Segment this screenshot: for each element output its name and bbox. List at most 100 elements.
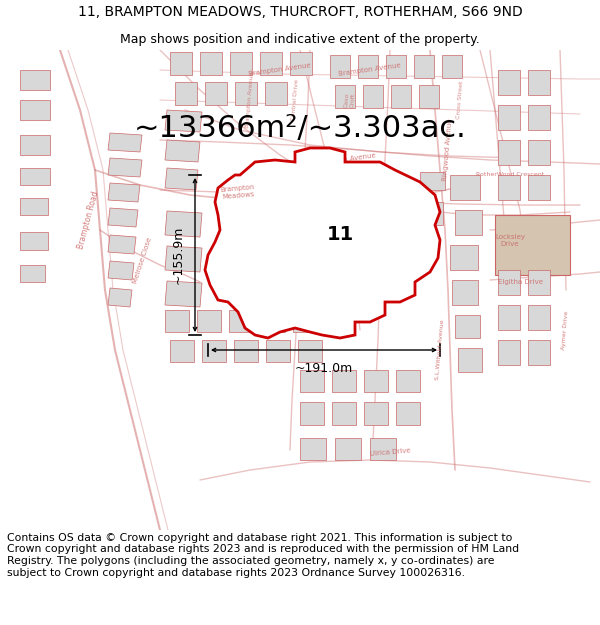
Polygon shape	[450, 245, 478, 270]
Polygon shape	[175, 82, 197, 105]
Polygon shape	[498, 175, 520, 200]
Text: S.L.Withold Avenue: S.L.Withold Avenue	[435, 319, 445, 381]
Polygon shape	[370, 438, 396, 460]
Text: ~155.9m: ~155.9m	[172, 226, 185, 284]
Polygon shape	[20, 70, 50, 90]
Polygon shape	[528, 305, 550, 330]
Text: Contains OS data © Crown copyright and database right 2021. This information is : Contains OS data © Crown copyright and d…	[7, 533, 520, 578]
Text: Brampton Avenue: Brampton Avenue	[338, 62, 401, 78]
Polygon shape	[396, 402, 420, 425]
Text: Brampton Road: Brampton Road	[76, 190, 100, 250]
Text: Melrose Close: Melrose Close	[133, 236, 154, 284]
Text: Brampton Avenue: Brampton Avenue	[314, 152, 376, 168]
Polygon shape	[108, 208, 138, 227]
Polygon shape	[450, 175, 480, 200]
Polygon shape	[108, 183, 140, 202]
Polygon shape	[335, 85, 355, 108]
Polygon shape	[230, 52, 252, 75]
Polygon shape	[108, 288, 132, 307]
Polygon shape	[325, 310, 349, 332]
Polygon shape	[498, 140, 520, 165]
Text: Brampton Avenue: Brampton Avenue	[245, 72, 255, 128]
Polygon shape	[418, 202, 443, 225]
Polygon shape	[495, 215, 570, 275]
Polygon shape	[330, 55, 350, 78]
Polygon shape	[396, 370, 420, 392]
Polygon shape	[391, 85, 411, 108]
Polygon shape	[300, 402, 324, 425]
Polygon shape	[528, 70, 550, 95]
Polygon shape	[528, 105, 550, 130]
Text: Caso
Croft: Caso Croft	[344, 92, 356, 108]
Text: ~13366m²/~3.303ac.: ~13366m²/~3.303ac.	[134, 114, 466, 142]
Polygon shape	[414, 55, 434, 78]
Polygon shape	[363, 85, 383, 108]
Text: Locksley
Drive: Locksley Drive	[495, 234, 525, 246]
Polygon shape	[528, 270, 550, 295]
Polygon shape	[108, 261, 134, 280]
Text: Elgitha Drive: Elgitha Drive	[497, 279, 542, 285]
Polygon shape	[293, 310, 317, 332]
Polygon shape	[332, 370, 356, 392]
Text: Cross Street: Cross Street	[456, 81, 464, 119]
Polygon shape	[335, 438, 361, 460]
Polygon shape	[20, 168, 50, 185]
Polygon shape	[165, 310, 189, 332]
Text: Aymer Drive: Aymer Drive	[561, 310, 569, 350]
Polygon shape	[358, 55, 378, 78]
Polygon shape	[498, 105, 520, 130]
Polygon shape	[165, 168, 198, 190]
Polygon shape	[528, 340, 550, 365]
Polygon shape	[332, 402, 356, 425]
Polygon shape	[261, 310, 285, 332]
Text: 11: 11	[326, 226, 353, 244]
Polygon shape	[170, 52, 192, 75]
Polygon shape	[165, 246, 202, 272]
Polygon shape	[108, 158, 142, 177]
Polygon shape	[452, 280, 478, 305]
Polygon shape	[498, 270, 520, 295]
Polygon shape	[498, 305, 520, 330]
Polygon shape	[498, 340, 520, 365]
Text: Brampton Avenue: Brampton Avenue	[248, 62, 311, 78]
Polygon shape	[260, 52, 282, 75]
Text: Map shows position and indicative extent of the property.: Map shows position and indicative extent…	[120, 32, 480, 46]
Polygon shape	[202, 340, 226, 362]
Polygon shape	[300, 438, 326, 460]
Polygon shape	[265, 82, 287, 105]
Polygon shape	[20, 265, 45, 282]
Text: 11, BRAMPTON MEADOWS, THURCROFT, ROTHERHAM, S66 9ND: 11, BRAMPTON MEADOWS, THURCROFT, ROTHERH…	[77, 6, 523, 19]
Polygon shape	[205, 82, 227, 105]
Polygon shape	[498, 70, 520, 95]
Text: ~191.0m: ~191.0m	[295, 362, 353, 375]
Polygon shape	[229, 310, 253, 332]
Polygon shape	[235, 82, 257, 105]
Polygon shape	[442, 55, 462, 78]
Polygon shape	[234, 340, 258, 362]
Polygon shape	[165, 281, 202, 307]
Polygon shape	[290, 52, 312, 75]
Polygon shape	[200, 52, 222, 75]
Text: Ulrica Drive: Ulrica Drive	[370, 448, 410, 457]
Polygon shape	[364, 370, 388, 392]
Polygon shape	[364, 402, 388, 425]
Polygon shape	[420, 172, 445, 190]
Polygon shape	[20, 135, 50, 155]
Polygon shape	[455, 210, 482, 235]
Polygon shape	[108, 133, 142, 152]
Polygon shape	[419, 85, 439, 108]
Polygon shape	[458, 348, 482, 372]
Polygon shape	[108, 235, 136, 254]
Text: Brampton
Meadows: Brampton Meadows	[220, 184, 256, 200]
Polygon shape	[528, 140, 550, 165]
Polygon shape	[298, 340, 322, 362]
Polygon shape	[197, 310, 221, 332]
Polygon shape	[266, 340, 290, 362]
Polygon shape	[20, 232, 48, 250]
Polygon shape	[170, 340, 194, 362]
Polygon shape	[455, 315, 480, 338]
Text: Central Drive: Central Drive	[290, 79, 299, 121]
Polygon shape	[386, 55, 406, 78]
Polygon shape	[165, 211, 202, 237]
Polygon shape	[300, 370, 324, 392]
